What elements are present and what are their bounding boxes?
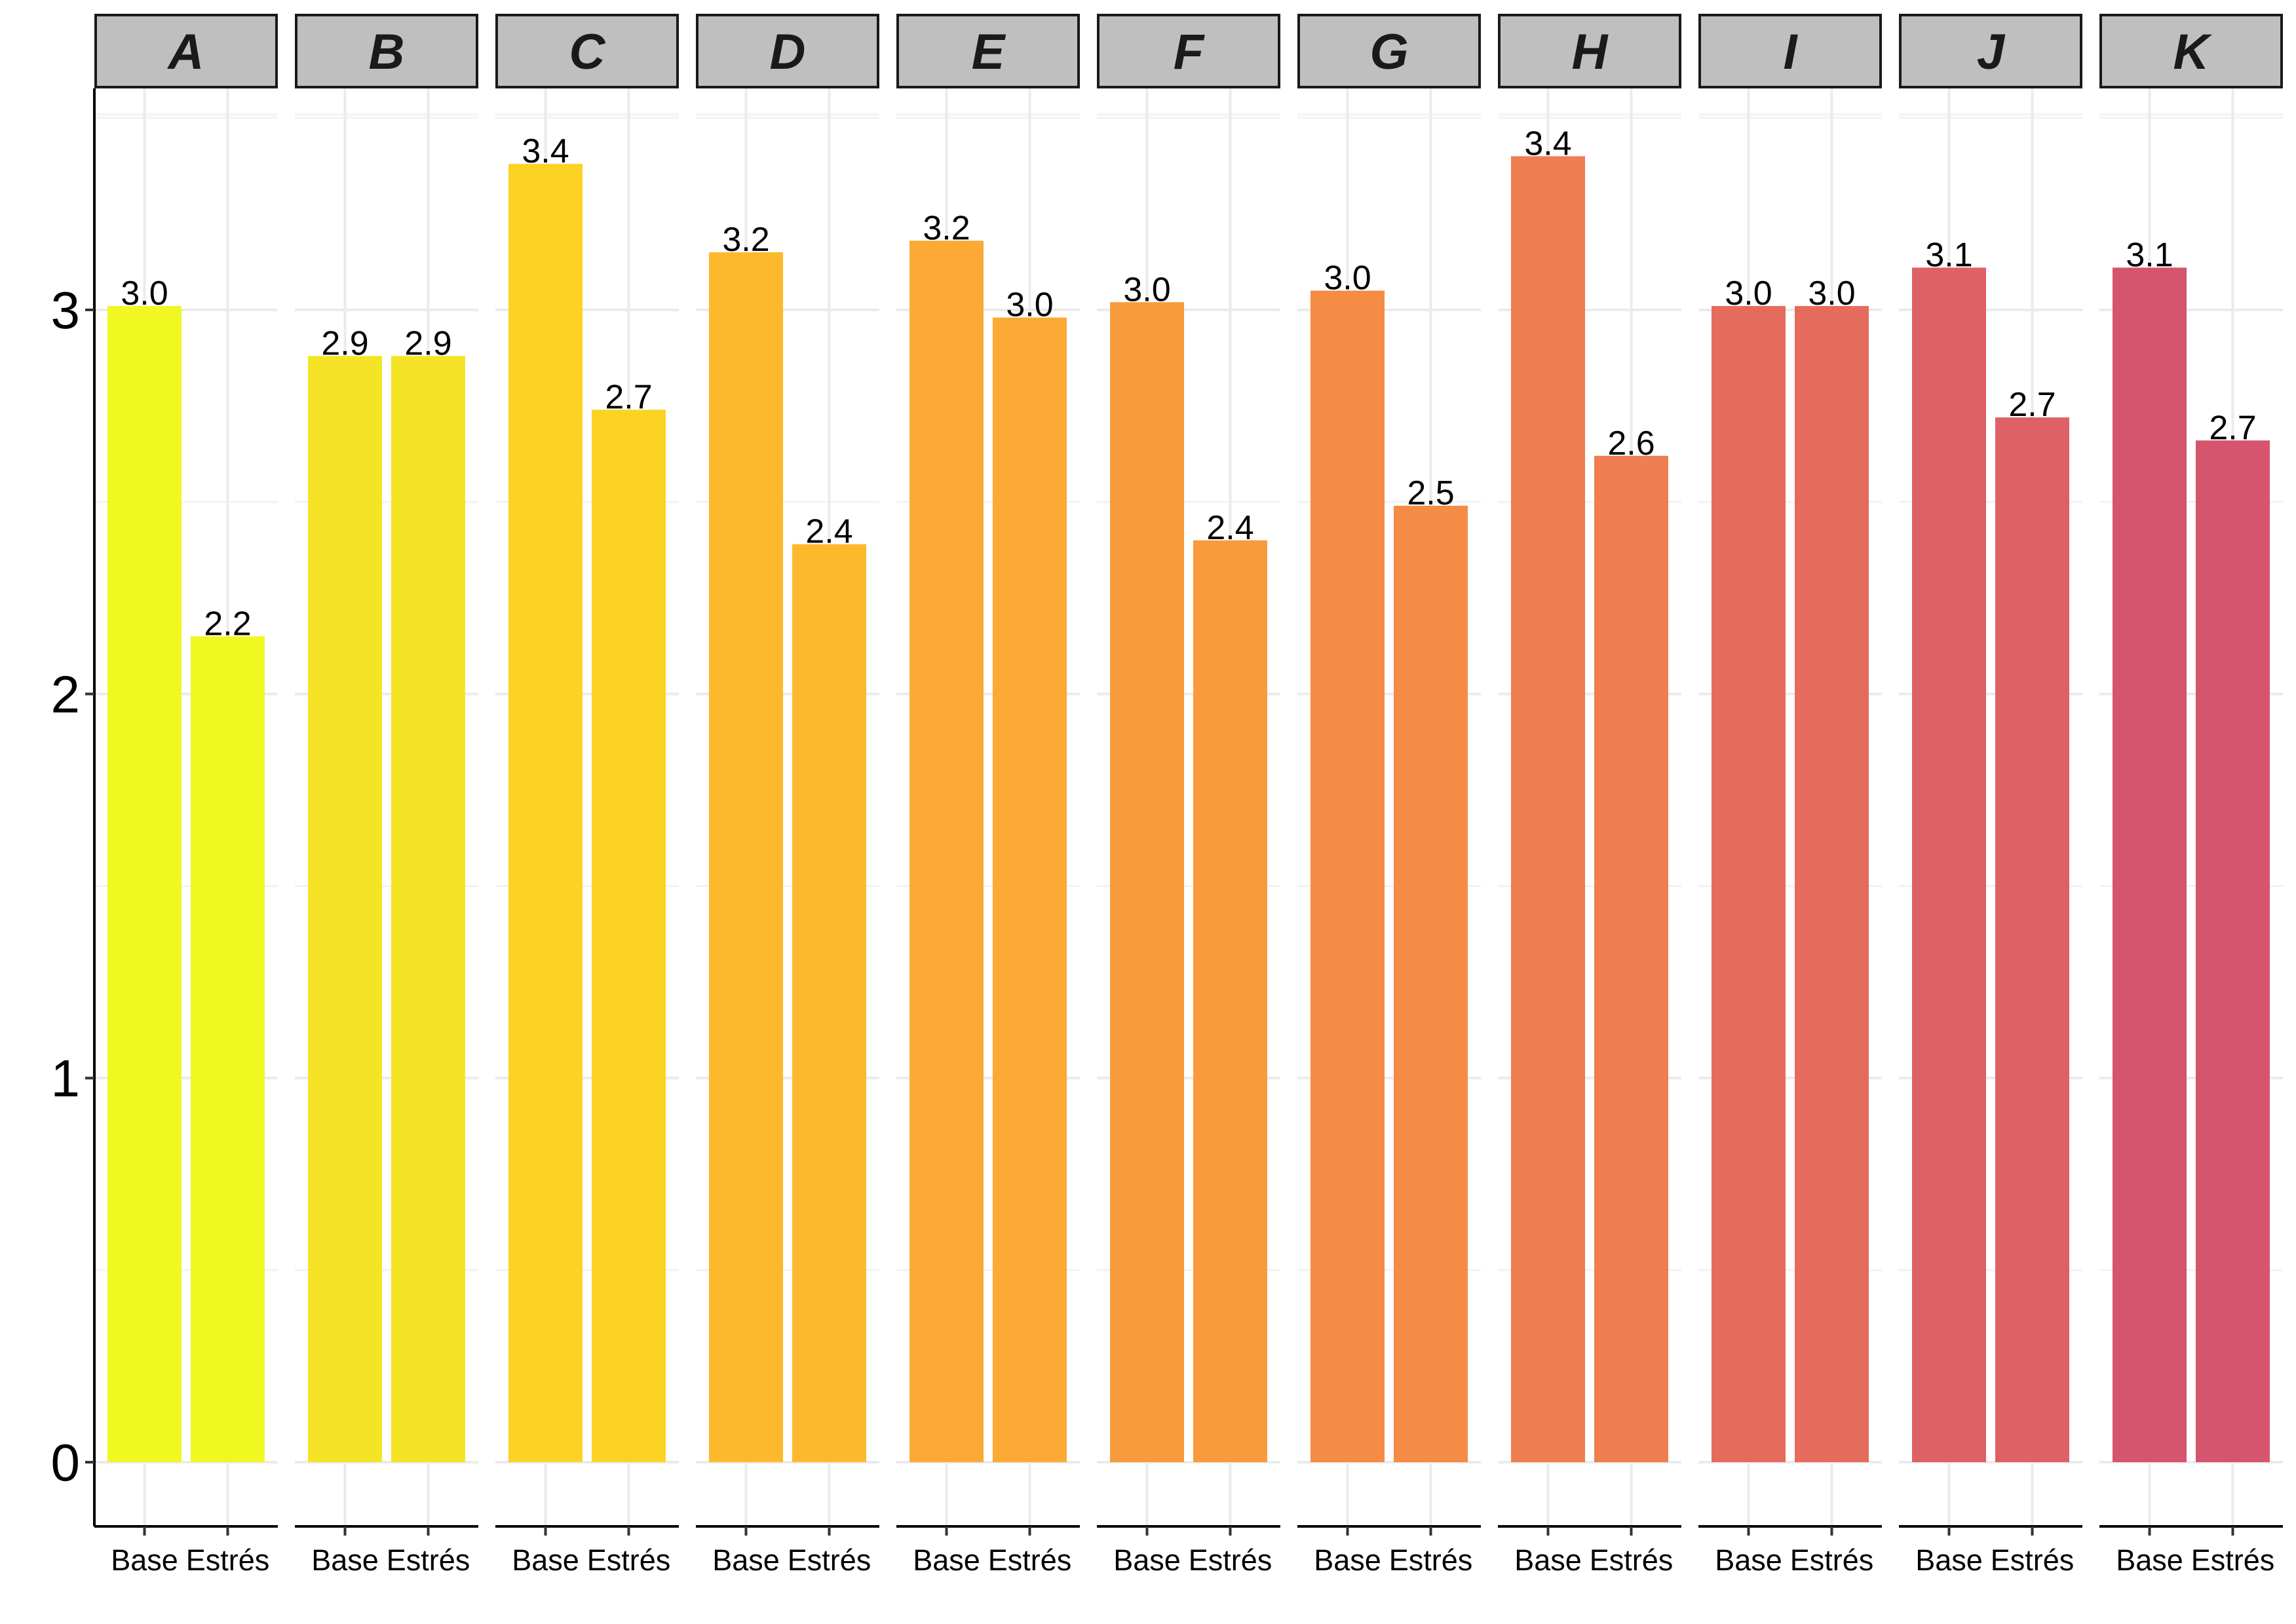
x-tick-label: Base — [913, 1543, 980, 1577]
facet-strip-a — [94, 14, 278, 88]
bar-i-estres — [1795, 306, 1869, 1462]
axes-layer: Base Estrés Base Estrés Base Estrés Base Estrés… — [51, 88, 2283, 1577]
bar-j-estres — [1995, 417, 2069, 1462]
data-label: 2.9 — [404, 324, 451, 362]
x-tick-label: Base — [311, 1543, 379, 1577]
data-label: 3.0 — [121, 274, 168, 312]
x-tick-label: Estrés — [387, 1543, 470, 1577]
x-tick-label: Estrés — [788, 1543, 871, 1577]
bar-c-base — [508, 164, 583, 1462]
facet-strip-e — [896, 14, 1080, 88]
data-label: 2.7 — [2209, 409, 2256, 447]
facet-strip-label: I — [1783, 24, 1798, 80]
bar-e-base — [909, 240, 984, 1463]
x-tick-label: Base — [712, 1543, 780, 1577]
data-label: 3.1 — [1925, 236, 1972, 274]
facet-strip-h — [1498, 14, 1681, 88]
facet-strip-label: E — [972, 24, 1006, 80]
data-label: 3.0 — [1808, 274, 1855, 312]
bar-i-base — [1712, 306, 1786, 1462]
x-tick-label: Base — [1715, 1543, 1782, 1577]
x-tick-label: Estrés — [988, 1543, 1072, 1577]
x-tick-label: Base — [1514, 1543, 1582, 1577]
x-tick-label: Estrés — [587, 1543, 671, 1577]
facet-strip-label: K — [2173, 24, 2213, 80]
bar-f-estres — [1193, 540, 1267, 1462]
bar-a-estres — [191, 636, 265, 1463]
x-tick-label: Base — [512, 1543, 579, 1577]
bar-k-estres — [2196, 440, 2270, 1463]
x-tick-label: Base — [111, 1543, 178, 1577]
data-label: 2.4 — [1206, 509, 1253, 547]
bar-c-estres — [592, 409, 666, 1462]
data-label: 3.2 — [722, 221, 769, 259]
data-label: 2.7 — [605, 378, 652, 416]
x-tick-label: Estrés — [1991, 1543, 2075, 1577]
facet-strips: A B C D E F G H I J K — [94, 14, 2283, 88]
x-tick-label: Base — [1113, 1543, 1181, 1577]
bar-h-estres — [1594, 455, 1668, 1462]
y-tick-label: 2 — [51, 665, 81, 723]
data-label: 3.0 — [1006, 286, 1053, 324]
facet-strip-g — [1297, 14, 1481, 88]
data-label: 3.1 — [2126, 236, 2173, 274]
bar-k-base — [2113, 267, 2187, 1463]
facet-strip-i — [1698, 14, 1882, 88]
data-label: 2.2 — [204, 605, 251, 643]
y-tick-label: 3 — [51, 281, 81, 339]
x-tick-label: Estrés — [1590, 1543, 1674, 1577]
facet-strip-b — [295, 14, 478, 88]
x-tick-label: Estrés — [1389, 1543, 1473, 1577]
bar-g-estres — [1394, 506, 1468, 1462]
data-label: 3.4 — [1524, 124, 1571, 162]
data-label: 2.6 — [1607, 425, 1655, 463]
bar-b-base — [308, 356, 382, 1462]
bar-a-base — [107, 306, 182, 1462]
x-tick-label: Estrés — [2191, 1543, 2275, 1577]
x-tick-label: Estrés — [1189, 1543, 1272, 1577]
x-tick-label: Base — [2116, 1543, 2183, 1577]
bar-e-estres — [993, 317, 1067, 1462]
facet-strip-j — [1899, 14, 2082, 88]
facet-strip-c — [495, 14, 679, 88]
bar-b-estres — [391, 356, 465, 1462]
data-label: 3.0 — [1324, 259, 1371, 297]
x-tick-label: Estrés — [186, 1543, 270, 1577]
data-label: 2.7 — [2008, 386, 2056, 424]
facet-strip-label: B — [369, 24, 405, 80]
facet-strip-label: A — [167, 24, 204, 80]
x-tick-label: Base — [1915, 1543, 1983, 1577]
data-label: 3.0 — [1725, 274, 1772, 312]
data-label: 3.0 — [1123, 271, 1170, 309]
x-tick-label: Base — [1314, 1543, 1381, 1577]
facet-strip-label: H — [1572, 24, 1609, 80]
data-label: 2.5 — [1407, 474, 1454, 512]
bars-layer — [107, 156, 2270, 1463]
facet-strip-label: C — [569, 24, 606, 80]
bar-h-base — [1511, 156, 1585, 1462]
facet-strip-k — [2099, 14, 2283, 88]
facet-strip-d — [696, 14, 879, 88]
data-label: 2.4 — [805, 513, 852, 551]
data-label: 3.4 — [522, 132, 569, 170]
bar-g-base — [1311, 290, 1385, 1462]
labels-layer: 3.0 2.2 2.9 2.9 3.4 2.7 3.2 2.4 3.2 3.0 3.0 2.4 3.0 2… — [121, 124, 2256, 643]
data-label: 3.2 — [923, 209, 970, 247]
facet-strip-label: G — [1369, 24, 1408, 80]
y-tick-label: 0 — [51, 1433, 81, 1492]
facet-strip-label: J — [1977, 24, 2006, 80]
bar-f-base — [1110, 302, 1184, 1463]
bar-j-base — [1912, 267, 1986, 1463]
facet-strip-label: F — [1174, 24, 1206, 80]
facet-strip-label: D — [770, 24, 806, 80]
data-label: 2.9 — [321, 324, 368, 362]
x-tick-label: Estrés — [1790, 1543, 1874, 1577]
facet-strip-f — [1097, 14, 1280, 88]
y-tick-label: 1 — [51, 1049, 81, 1108]
bar-d-estres — [792, 544, 866, 1462]
bar-d-base — [709, 252, 783, 1462]
